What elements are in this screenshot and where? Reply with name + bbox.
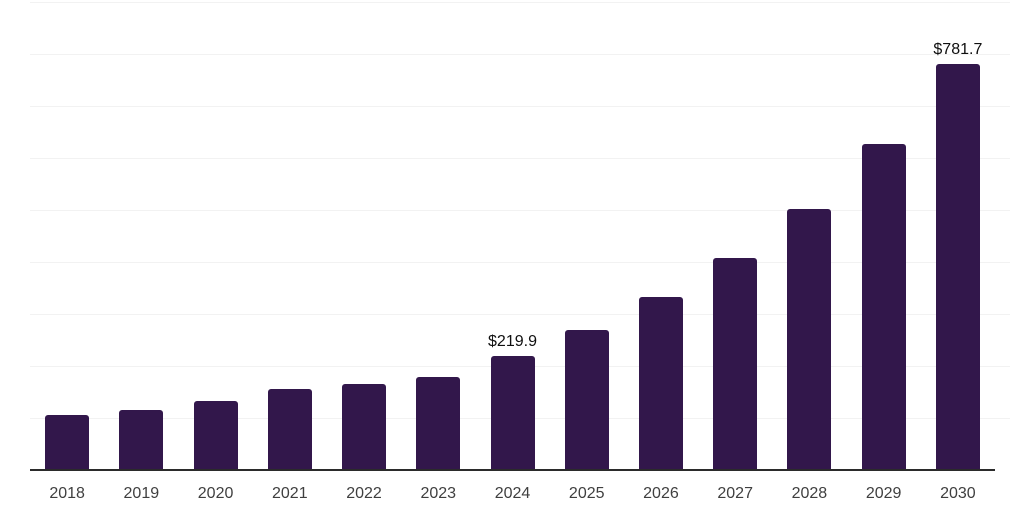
x-tick-label-2027: 2027 xyxy=(717,485,753,502)
gridline xyxy=(30,106,1010,107)
x-axis-line xyxy=(30,469,995,471)
bar-2029 xyxy=(861,143,906,470)
bar-2020 xyxy=(193,401,238,470)
bar-2028 xyxy=(787,209,832,470)
x-tick-label-2026: 2026 xyxy=(643,485,679,502)
bar-2027 xyxy=(713,257,758,470)
gridline xyxy=(30,314,1010,315)
bar-2021 xyxy=(267,388,312,470)
x-tick-label-2023: 2023 xyxy=(420,485,457,502)
bar-2019 xyxy=(119,409,164,470)
x-tick-label-2020: 2020 xyxy=(197,485,234,502)
bar-2018 xyxy=(45,415,90,470)
bar-2030 xyxy=(935,63,980,470)
x-tick-label-2029: 2029 xyxy=(865,485,902,502)
x-tick-label-2019: 2019 xyxy=(123,485,160,502)
x-tick-label-2024: 2024 xyxy=(494,485,531,502)
x-tick-label-2022: 2022 xyxy=(346,485,382,502)
gridline xyxy=(30,262,1010,263)
bar-2026 xyxy=(638,297,683,470)
bar-2024 xyxy=(490,355,535,470)
x-tick-label-2025: 2025 xyxy=(568,485,605,502)
x-tick-label-2018: 2018 xyxy=(49,485,85,502)
gridline xyxy=(30,210,1010,211)
x-axis-labels: 2018 2019 2020 2021 2022 2023 2024 2025 2026 2027… xyxy=(30,485,995,505)
gridline xyxy=(30,54,1010,55)
bar-2022 xyxy=(342,383,387,470)
x-tick-label-2030: 2030 xyxy=(940,485,976,502)
bar-2025 xyxy=(564,330,609,470)
data-label-2024: $219.9 xyxy=(488,332,537,350)
bar-2023 xyxy=(416,376,461,470)
data-label-2030: $781.7 xyxy=(933,40,983,58)
gridline xyxy=(30,2,1010,3)
plot-area: $219.9 $781.7 xyxy=(30,2,1010,470)
x-tick-label-2028: 2028 xyxy=(791,485,828,502)
x-tick-label-2021: 2021 xyxy=(272,485,308,502)
gridline xyxy=(30,158,1010,159)
